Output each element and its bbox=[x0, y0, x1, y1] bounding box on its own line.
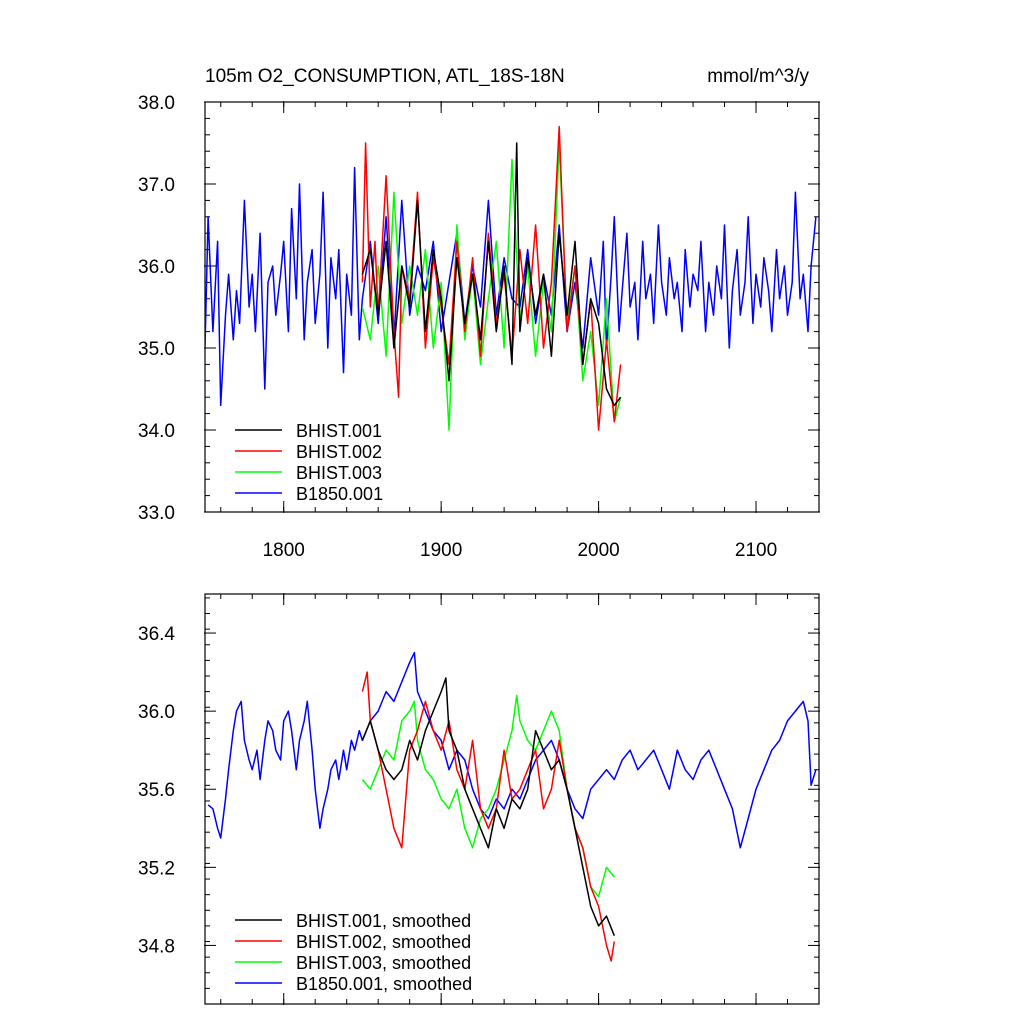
chart-title: 105m O2_CONSUMPTION, ATL_18S-18N bbox=[205, 66, 565, 87]
series-line-3 bbox=[205, 166, 817, 407]
plot-frame bbox=[204, 101, 820, 513]
legend-label: BHIST.002 bbox=[296, 442, 382, 462]
y-tick-label: 34.0 bbox=[138, 421, 175, 442]
y-tick-label: 33.0 bbox=[138, 503, 175, 524]
y-tick-label: 34.8 bbox=[138, 936, 175, 957]
x-tick-label: 2100 bbox=[735, 540, 777, 561]
y-tick-label: 35.2 bbox=[138, 858, 175, 879]
series-line-2 bbox=[361, 694, 615, 898]
legend-label: BHIST.001 bbox=[296, 421, 382, 441]
legend-label: BHIST.003, smoothed bbox=[296, 953, 471, 973]
y-tick-label: 35.0 bbox=[138, 339, 175, 360]
series-line-0 bbox=[361, 142, 622, 407]
chart-units: mmol/m^3/y bbox=[707, 66, 809, 87]
y-tick-label: 35.6 bbox=[138, 780, 175, 801]
y-tick-label: 38.0 bbox=[138, 93, 175, 114]
y-tick-label: 36.0 bbox=[138, 257, 175, 278]
series-line-1 bbox=[361, 125, 622, 431]
y-tick-label: 36.0 bbox=[138, 702, 175, 723]
legend-label: BHIST.001, smoothed bbox=[296, 911, 471, 931]
legend-label: B1850.001, smoothed bbox=[296, 974, 472, 994]
top-panel: 105m O2_CONSUMPTION, ATL_18S-18N mmol/m^3… bbox=[138, 66, 820, 561]
legend-label: BHIST.002, smoothed bbox=[296, 932, 471, 952]
series-line-1 bbox=[361, 671, 616, 962]
plot-frame bbox=[204, 593, 820, 1005]
legend-label: B1850.001 bbox=[296, 484, 383, 504]
x-tick-label: 1900 bbox=[420, 540, 462, 561]
series-line-3 bbox=[207, 651, 817, 849]
series-line-0 bbox=[361, 677, 615, 936]
x-tick-label: 2000 bbox=[577, 540, 619, 561]
y-tick-label: 37.0 bbox=[138, 175, 175, 196]
x-tick-label: 1800 bbox=[263, 540, 305, 561]
legend-label: BHIST.003 bbox=[296, 463, 382, 483]
y-tick-label: 36.4 bbox=[138, 624, 175, 645]
